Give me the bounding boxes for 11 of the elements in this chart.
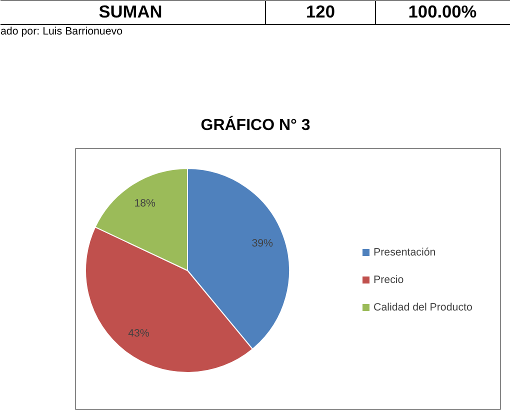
text: 100.00% xyxy=(408,2,477,22)
data-label: 43% xyxy=(128,327,150,340)
text: ado por: Luis Barrionuevo xyxy=(0,26,123,38)
legend-label: Calidad del Producto xyxy=(374,302,473,314)
text: 120 xyxy=(306,2,335,22)
text: SUMAN xyxy=(98,2,162,22)
legend-label: Precio xyxy=(374,274,404,286)
legend-label: Presentación xyxy=(374,246,436,258)
chart-title: GRÁFICO N° 3 xyxy=(200,115,310,134)
data-label: 18% xyxy=(134,197,156,210)
data-label: 39% xyxy=(252,238,274,250)
